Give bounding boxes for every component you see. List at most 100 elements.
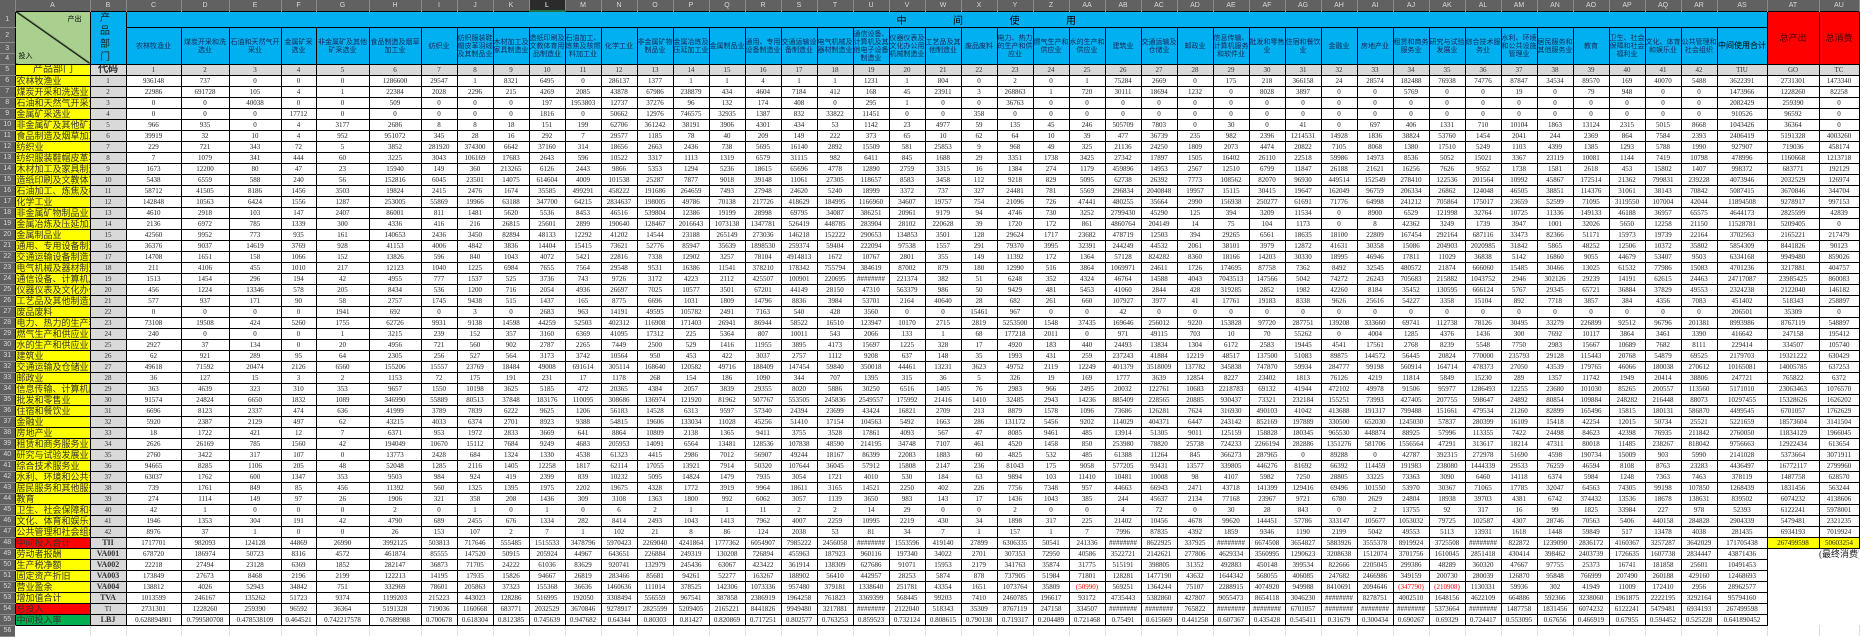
data-cell[interactable]: 3742 xyxy=(564,349,602,362)
row-code[interactable]: 34 xyxy=(89,437,127,450)
data-cell[interactable]: 90123 xyxy=(1818,239,1860,252)
data-cell[interactable]: 3755 xyxy=(780,426,818,439)
data-cell[interactable]: 15509 xyxy=(852,140,890,153)
data-cell[interactable]: 310 xyxy=(280,382,317,395)
data-cell[interactable]: 67201 xyxy=(744,283,782,296)
data-cell[interactable]: 40070 xyxy=(1644,74,1682,87)
data-cell[interactable]: 5767 xyxy=(1500,283,1538,296)
data-cell[interactable]: 1384 xyxy=(996,162,1034,175)
data-cell[interactable]: 14091 xyxy=(636,437,674,450)
data-cell[interactable]: 319285 xyxy=(1212,283,1250,296)
data-cell[interactable]: 238879 xyxy=(672,85,710,98)
data-cell[interactable]: 246167 xyxy=(180,591,230,604)
data-cell[interactable]: 9503 xyxy=(368,470,422,483)
column-header-sector[interactable]: 通信设备、计算机及其他电子设备制造业 xyxy=(852,27,890,65)
data-cell[interactable]: 37435 xyxy=(1068,316,1106,329)
data-cell[interactable]: 14236 xyxy=(1068,393,1106,406)
data-cell[interactable]: 26169 xyxy=(180,437,230,450)
data-cell[interactable]: 12990 xyxy=(996,261,1034,274)
column-header-sector[interactable]: 金属制品业 xyxy=(708,27,746,65)
data-cell[interactable]: 553505 xyxy=(780,393,818,406)
data-cell[interactable]: 6222 xyxy=(492,404,530,417)
column-header-sector[interactable]: 木材加工及家具制造业 xyxy=(492,27,530,65)
data-cell[interactable]: 0 xyxy=(1356,85,1394,98)
data-cell[interactable]: 2305 xyxy=(368,349,422,362)
data-cell[interactable]: 50603254 xyxy=(1818,536,1860,549)
data-cell[interactable]: 0 xyxy=(280,305,317,318)
empty-cell[interactable] xyxy=(15,625,91,636)
data-cell[interactable]: 23 xyxy=(888,118,926,131)
data-cell[interactable]: 8020 xyxy=(780,382,818,395)
data-cell[interactable]: 3555378 xyxy=(1356,536,1394,549)
data-cell[interactable]: 15009 xyxy=(1608,448,1646,461)
data-cell[interactable]: 360 xyxy=(456,162,494,175)
data-cell[interactable]: 73686 xyxy=(1104,404,1142,417)
data-cell[interactable]: 47667 xyxy=(1500,558,1538,571)
data-cell[interactable]: 28 xyxy=(960,294,998,307)
data-cell[interactable]: 42398 xyxy=(1608,426,1646,439)
data-cell[interactable]: 32764 xyxy=(1464,206,1502,219)
data-cell[interactable]: 1287 xyxy=(315,195,370,208)
data-cell[interactable]: 258897 xyxy=(1818,294,1860,307)
data-cell[interactable]: 5982 xyxy=(1248,470,1286,483)
data-cell[interactable]: 4399 xyxy=(1536,140,1574,153)
data-cell[interactable]: 296 xyxy=(228,272,282,285)
data-cell[interactable]: 63037 xyxy=(125,470,182,483)
data-cell[interactable]: 191 xyxy=(492,371,530,384)
data-cell[interactable]: 183 xyxy=(1032,338,1070,351)
row-code[interactable]: 39 xyxy=(89,492,127,505)
data-cell[interactable]: 253980 xyxy=(1104,437,1142,450)
data-cell[interactable]: 42 xyxy=(1104,305,1142,318)
empty-cell[interactable] xyxy=(1573,625,1610,636)
data-cell[interactable]: 7 xyxy=(564,129,602,142)
data-cell[interactable]: 118657 xyxy=(852,173,890,186)
data-cell[interactable]: 692 xyxy=(368,305,422,318)
data-cell[interactable]: 132 xyxy=(708,96,746,109)
data-cell[interactable]: 41505 xyxy=(180,184,230,197)
data-cell[interactable]: 451402 xyxy=(1716,294,1768,307)
column-code[interactable]: 7 xyxy=(420,63,458,76)
data-cell[interactable]: 23659 xyxy=(1500,195,1538,208)
data-cell[interactable]: 660 xyxy=(1068,294,1106,307)
data-cell[interactable]: 3160 xyxy=(528,327,566,340)
data-cell[interactable]: 42 xyxy=(315,514,370,527)
data-cell[interactable]: 245436 xyxy=(672,558,710,571)
data-cell[interactable]: 8 xyxy=(456,118,494,131)
data-cell[interactable]: 14796 xyxy=(744,294,782,307)
data-cell[interactable]: 11894508 xyxy=(1716,195,1768,208)
data-cell[interactable]: 1644342 xyxy=(1212,569,1250,582)
data-cell[interactable]: 0 xyxy=(280,327,317,340)
data-cell[interactable]: 80854 xyxy=(1536,393,1574,406)
data-cell[interactable]: 149 xyxy=(228,492,282,505)
data-cell[interactable]: 6564 xyxy=(672,437,710,450)
data-cell[interactable]: 2549557 xyxy=(852,393,890,406)
data-cell[interactable]: 157 xyxy=(996,525,1034,538)
data-cell[interactable]: 26815 xyxy=(492,217,530,230)
data-cell[interactable]: 36884 xyxy=(1608,283,1646,296)
data-cell[interactable]: 1651 xyxy=(180,250,230,263)
data-cell[interactable]: 152 xyxy=(456,327,494,340)
data-cell[interactable]: 9037 xyxy=(180,239,230,252)
data-cell[interactable]: 1410 xyxy=(960,393,998,406)
data-cell[interactable]: 2 xyxy=(1356,503,1394,516)
data-cell[interactable]: 14928 xyxy=(1320,129,1358,142)
data-cell[interactable]: 0 xyxy=(280,338,317,351)
data-cell[interactable]: 2266194 xyxy=(1248,437,1286,450)
data-cell[interactable]: 36957 xyxy=(1644,206,1682,219)
row-code[interactable]: 4 xyxy=(89,107,127,120)
data-cell[interactable]: 2834447 xyxy=(1680,547,1718,560)
data-cell[interactable]: 8434 xyxy=(368,283,422,296)
data-cell[interactable]: 131172 xyxy=(996,415,1034,428)
column-letter-AC[interactable]: AC xyxy=(1141,0,1178,11)
data-cell[interactable]: 62 xyxy=(315,415,370,428)
data-cell[interactable]: 181858 xyxy=(1644,558,1682,571)
column-code[interactable]: 26 xyxy=(1104,63,1142,76)
data-cell[interactable]: 13481 xyxy=(708,437,746,450)
data-cell[interactable]: 323 xyxy=(228,382,282,395)
data-cell[interactable]: 15083 xyxy=(1680,261,1718,274)
data-cell[interactable]: 113560 xyxy=(1680,382,1718,395)
column-letter-AD[interactable]: AD xyxy=(1177,0,1214,11)
data-cell[interactable]: 361914 xyxy=(780,558,818,571)
data-cell[interactable]: 1286493 xyxy=(1464,382,1502,395)
data-cell[interactable]: 5191328 xyxy=(1766,129,1820,142)
